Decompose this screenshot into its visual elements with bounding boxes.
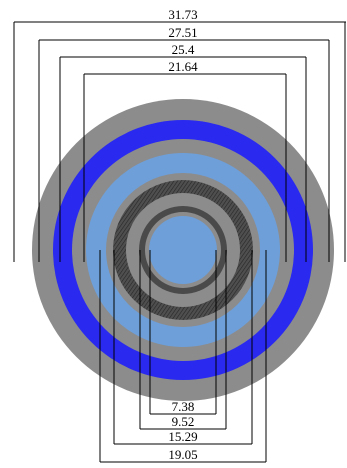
rings-group (32, 99, 334, 401)
dimension-25-4: 25.4 (59, 42, 307, 262)
dimension-15-29: 15.29 (113, 250, 253, 445)
dimension-27-51: 27.51 (38, 25, 330, 262)
dimension-label-31-73: 31.73 (168, 7, 197, 22)
dimension-21-64: 21.64 (83, 59, 287, 262)
dimension-label-9-52: 9.52 (172, 414, 195, 429)
dimension-7-38: 7.38 (149, 250, 217, 415)
dimension-label-15-29: 15.29 (168, 429, 197, 444)
dimension-label-19-05: 19.05 (168, 447, 197, 462)
dimension-label-25-4: 25.4 (172, 42, 195, 57)
center-core (149, 216, 217, 284)
dimension-label-21-64: 21.64 (168, 59, 198, 74)
dimension-31-73: 31.73 (13, 7, 346, 262)
dimension-label-27-51: 27.51 (168, 25, 197, 40)
dimension-9-52: 9.52 (139, 250, 227, 430)
top-dimensions: 31.73 27.51 25.4 21.64 (13, 7, 346, 262)
dimension-19-05: 19.05 (99, 250, 267, 463)
bottom-dimensions: 7.38 9.52 15.29 19.05 (99, 250, 267, 463)
dimension-label-7-38: 7.38 (172, 399, 195, 414)
